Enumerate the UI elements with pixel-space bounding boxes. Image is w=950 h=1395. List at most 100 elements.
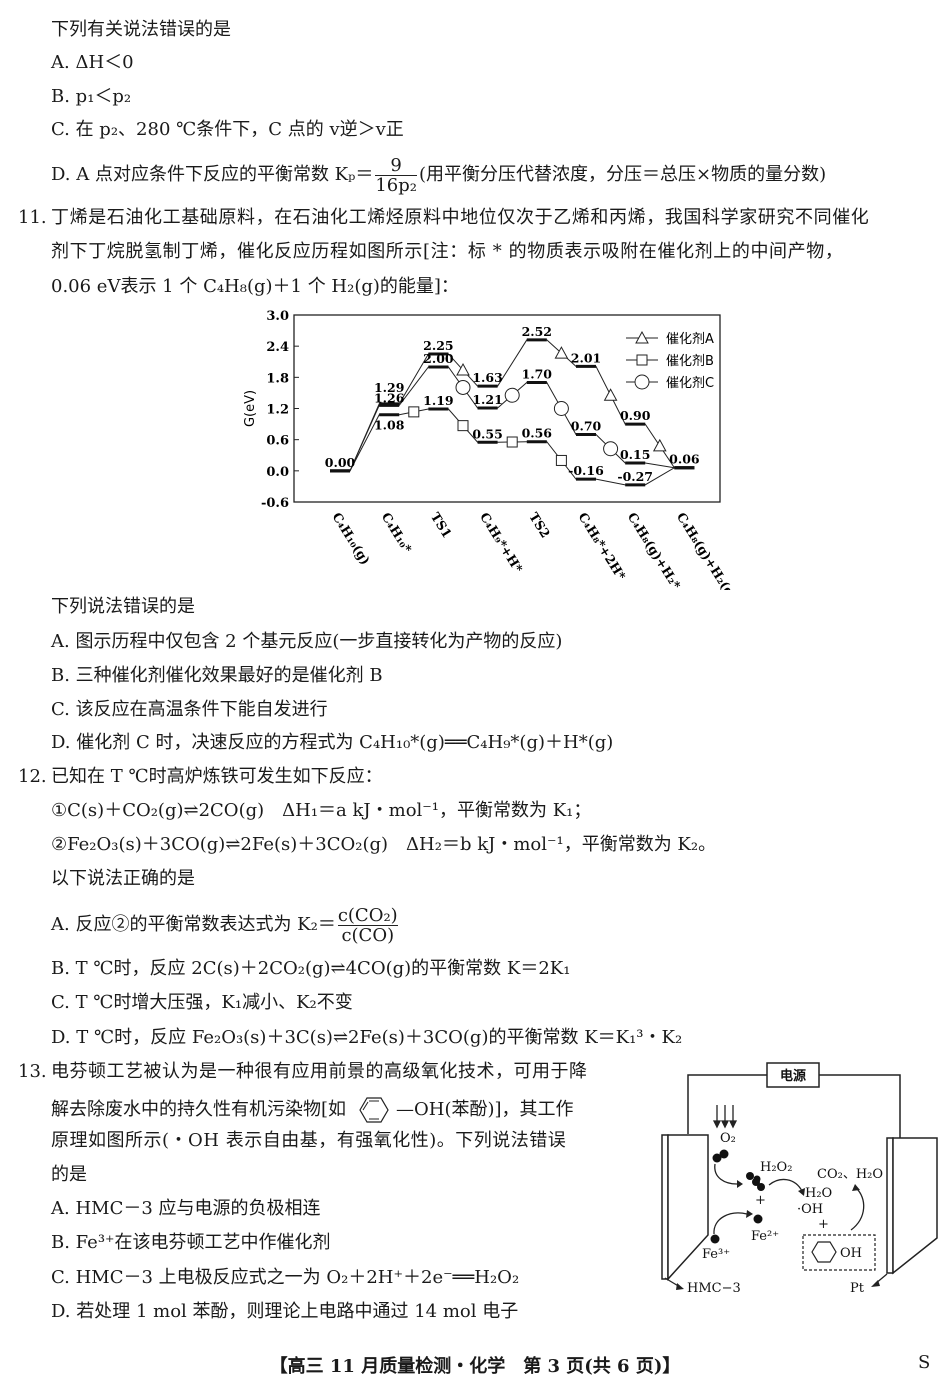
data-label: 0.56 xyxy=(522,426,553,441)
q11-option-d: D. 催化剂 C 时，决速反应的方程式为 C₄H₁₀*(g)══C₄H₉*(g)… xyxy=(51,732,614,753)
y-tick-label: 0.6 xyxy=(266,434,289,449)
phenol-box xyxy=(802,1234,876,1271)
data-label: 0.70 xyxy=(571,418,602,433)
data-label: 2.25 xyxy=(423,338,453,353)
circle-marker xyxy=(634,374,650,390)
q12-question: 以下说法正确的是 xyxy=(51,868,195,889)
data-label: 0.15 xyxy=(620,447,650,462)
plus-sign: + xyxy=(818,1217,829,1232)
q12-option-a: A. 反应②的平衡常数表达式为 K₂＝ c(CO₂) c(CO) xyxy=(51,903,400,947)
data-label: 2.52 xyxy=(522,324,552,339)
q13-option-d: D. 若处理 1 mol 苯酚，则理论上电路中通过 14 mol 电子 xyxy=(51,1301,519,1322)
fe2-label: Fe²⁺ xyxy=(751,1229,779,1244)
q11-stem-line1: 丁烯是石油化工基础原料，在石油化工烯烃原料中地位仅次于乙烯和丙烯，我国科学家研究… xyxy=(51,207,870,228)
phenol-oh-label: OH xyxy=(840,1246,862,1261)
data-label: -0.27 xyxy=(617,469,653,484)
q12-number: 12. xyxy=(18,766,47,787)
k2-denominator: c(CO) xyxy=(337,924,398,945)
h2o-label: H₂O xyxy=(805,1186,832,1201)
square-marker xyxy=(636,354,648,366)
data-label: 0.06 xyxy=(669,452,700,467)
q12-option-d: D. T ℃时，反应 Fe₂O₃(s)＋3C(s)⇌2Fe(s)＋3CO(g)的… xyxy=(51,1027,683,1048)
fe3-ion-icon xyxy=(710,1234,720,1244)
q11-question: 下列说法错误的是 xyxy=(51,596,195,617)
q13-stem-line1: 电芬顿工艺被认为是一种很有应用前景的高级氧化技术，可用于降 xyxy=(51,1061,588,1082)
products-label: CO₂、H₂O xyxy=(817,1167,883,1182)
data-label: 1.70 xyxy=(522,367,553,382)
q10-stem: 下列有关说法错误的是 xyxy=(51,19,231,40)
q12-option-c: C. T ℃时增大压强，K₁减小、K₂不变 xyxy=(51,992,353,1013)
q11-option-a: A. 图示历程中仅包含 2 个基元反应(一步直接转化为产物的反应) xyxy=(51,631,563,652)
footer-mark: S xyxy=(918,1352,931,1373)
legend-label: 催化剂A xyxy=(666,332,714,347)
hydroxyl-radical-label: ·OH xyxy=(797,1202,823,1217)
q10-option-d: D. A 点对应条件下反应的平衡常数 Kₚ＝ 9 16p₂ (用平衡分压代替浓度，分压… xyxy=(51,153,826,197)
y-tick-label: 1.2 xyxy=(266,403,289,418)
q11-option-c: C. 该反应在高温条件下能自发进行 xyxy=(51,699,328,720)
data-label: 1.21 xyxy=(472,392,502,407)
benzene-ring-icon xyxy=(359,1097,389,1123)
triangle-marker xyxy=(652,438,667,452)
right-electrode-label: Pt xyxy=(850,1281,865,1296)
data-label: 1.26 xyxy=(374,390,405,405)
y-tick-label: 3.0 xyxy=(266,309,289,324)
q13-stem-line2a: 解去除废水中的持久性有机污染物[如 xyxy=(51,1099,347,1120)
q13-stem-line2: 解去除废水中的持久性有机污染物[如 —OH(苯酚)]，其工作 xyxy=(51,1095,574,1125)
y-axis-label: G(eV) xyxy=(243,390,258,427)
energy-profile-chart: 3.0 2.4 1.8 1.2 0.6 0.0 -0.6 G(eV) 0.00 1.291.26 1… xyxy=(240,300,740,590)
power-source-label: 电源 xyxy=(780,1068,806,1084)
q10-option-b: B. p₁＜p₂ xyxy=(51,86,132,107)
q10-option-d-text: D. A 点对应条件下反应的平衡常数 Kₚ＝ xyxy=(51,164,374,185)
data-label: 1.63 xyxy=(472,370,502,385)
square-marker xyxy=(506,436,518,448)
left-lead-arrowhead xyxy=(676,1283,684,1290)
h2o2-label: H₂O₂ xyxy=(760,1160,792,1175)
kp-denominator: 16p₂ xyxy=(375,174,417,196)
square-marker xyxy=(555,454,567,466)
o2-arrows-icon xyxy=(712,1105,738,1129)
left-electrode xyxy=(661,1134,709,1281)
fe2-ion-icon xyxy=(753,1214,763,1224)
q10-option-d-note: (用平衡分压代替浓度，分压＝总压×物质的量分数) xyxy=(418,164,827,185)
legend-label: 催化剂B xyxy=(666,354,714,369)
data-label: 2.01 xyxy=(571,350,601,365)
q11-option-b: B. 三种催化剂催化效果最好的是催化剂 B xyxy=(51,665,383,686)
q10-option-a: A. ΔH＜0 xyxy=(51,52,134,73)
q11-stem-line2: 剂下丁烷脱氢制丁烯，催化反应历程如图所示[注：标 * 的物质表示吸附在催化剂上的… xyxy=(51,241,844,262)
right-electrode xyxy=(886,1137,938,1275)
circle-marker xyxy=(553,401,569,416)
q12-option-b: B. T ℃时，反应 2C(s)＋2CO₂(g)⇌4CO(g)的平衡常数 K＝2… xyxy=(51,958,571,979)
y-tick-label: 2.4 xyxy=(266,340,289,355)
circle-marker xyxy=(504,387,520,403)
triangle-marker xyxy=(554,346,569,359)
y-tick-label: 0.0 xyxy=(266,465,289,480)
data-label: 2.00 xyxy=(423,351,454,366)
power-source-box xyxy=(766,1062,820,1088)
q12-reaction-2: ②Fe₂O₃(s)＋3CO(g)⇌2Fe(s)＋3CO₂(g) ΔH₂＝b kJ… xyxy=(51,834,717,855)
q13-number: 13. xyxy=(18,1061,47,1082)
q13-option-a: A. HMC－3 应与电源的负极相连 xyxy=(51,1198,321,1219)
data-label: 0.90 xyxy=(620,408,651,423)
q11-stem-line3: 0.06 eV表示 1 个 C₄H₈(g)＋1 个 H₂(g)的能量]： xyxy=(51,276,459,297)
fe3-label: Fe³⁺ xyxy=(702,1247,730,1262)
chart-background xyxy=(240,300,740,590)
circle-marker xyxy=(603,441,619,457)
square-marker xyxy=(408,406,420,418)
circle-marker xyxy=(455,379,471,395)
y-tick-label: -0.6 xyxy=(261,496,289,511)
kp-numerator: 9 xyxy=(390,154,402,176)
q13-option-b: B. Fe³⁺在该电芬顿工艺中作催化剂 xyxy=(51,1232,331,1253)
q12-stem: 已知在 T ℃时高炉炼铁可发生如下反应： xyxy=(51,766,383,787)
electro-fenton-diagram: 电源 O₂ H₂O₂ CO₂、H₂O H₂O ·OH + + Fe²⁺ Fe³⁺… xyxy=(661,1062,938,1296)
triangle-marker xyxy=(635,330,649,344)
plus-sign: + xyxy=(755,1193,766,1208)
reaction-arrows xyxy=(713,1163,865,1235)
right-lead-arrowhead xyxy=(871,1280,880,1287)
y-tick-label: 1.8 xyxy=(266,371,289,386)
q10-option-c: C. 在 p₂、280 ℃条件下，C 点的 v逆＞v正 xyxy=(51,119,404,140)
q13-stem-line3: 原理如图所示(・OH 表示自由基，有强氧化性)。下列说法错误 xyxy=(51,1130,567,1151)
kp-fraction: 9 16p₂ xyxy=(375,156,417,195)
q13-stem-line4: 的是 xyxy=(51,1164,87,1185)
o2-molecule-icon xyxy=(712,1149,729,1163)
square-marker xyxy=(457,420,469,432)
